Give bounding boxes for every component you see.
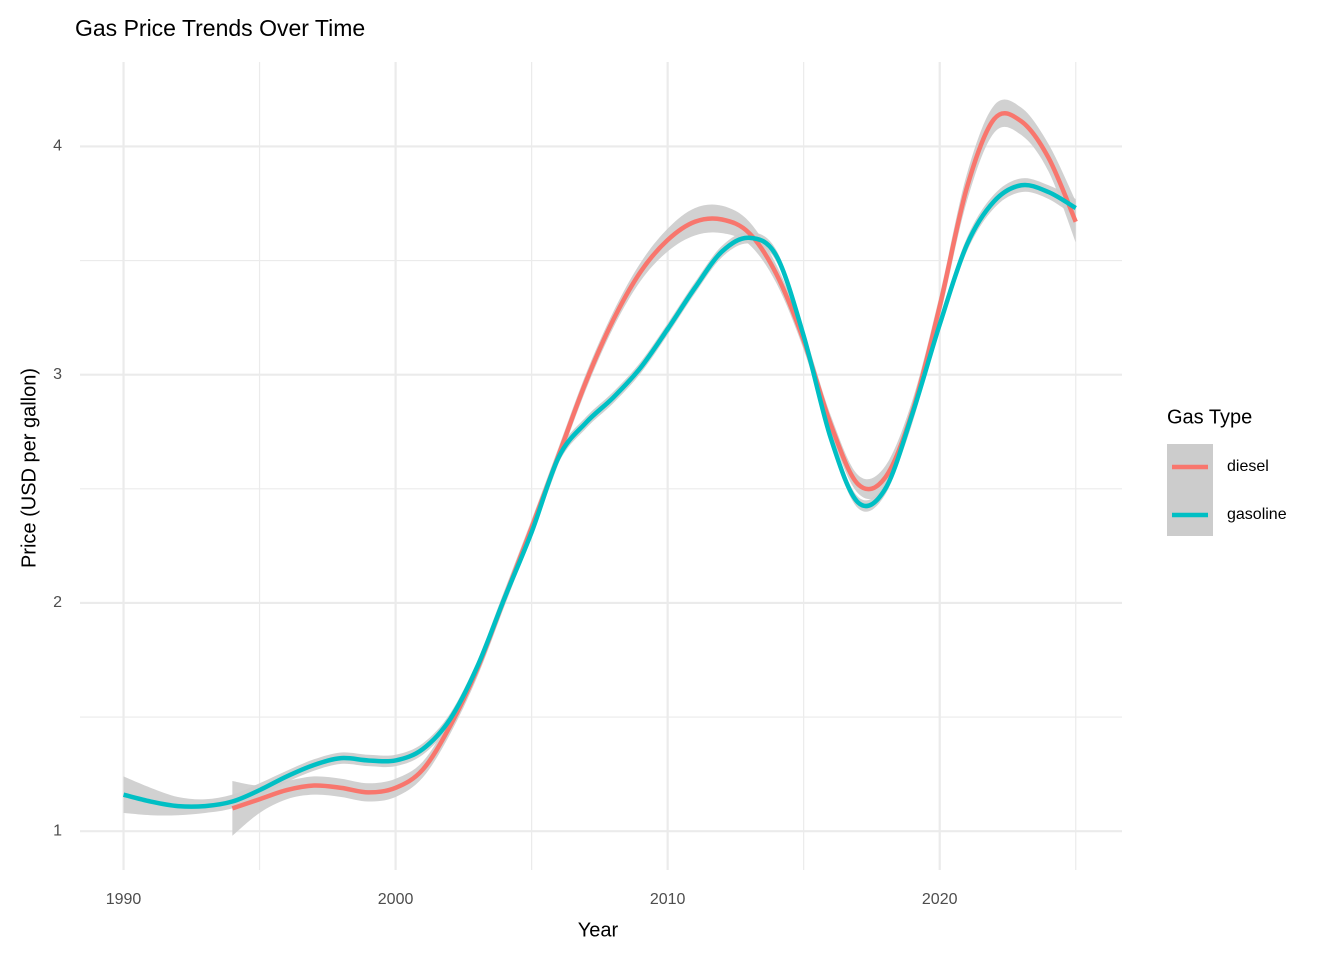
y-tick-label: 4 xyxy=(53,138,62,155)
x-tick-label: 1990 xyxy=(106,891,142,908)
chart-title: Gas Price Trends Over Time xyxy=(75,15,365,41)
legend-label: diesel xyxy=(1227,458,1269,475)
legend-label: gasoline xyxy=(1227,506,1287,523)
line xyxy=(122,182,1077,809)
x-tick-label: 2010 xyxy=(650,891,686,908)
confidence-band xyxy=(232,99,1076,836)
legend-title: Gas Type xyxy=(1167,406,1252,428)
legend-key-background xyxy=(1167,444,1213,536)
y-axis-label: Price (USD per gallon) xyxy=(18,368,40,568)
x-tick-label: 2020 xyxy=(922,891,958,908)
y-tick-label: 1 xyxy=(53,822,62,839)
line xyxy=(231,110,1078,811)
confidence-band xyxy=(123,178,1076,816)
x-tick-label: 2000 xyxy=(378,891,414,908)
x-axis-label: Year xyxy=(578,919,619,941)
y-tick-label: 3 xyxy=(53,366,62,383)
y-tick-label: 2 xyxy=(53,594,62,611)
